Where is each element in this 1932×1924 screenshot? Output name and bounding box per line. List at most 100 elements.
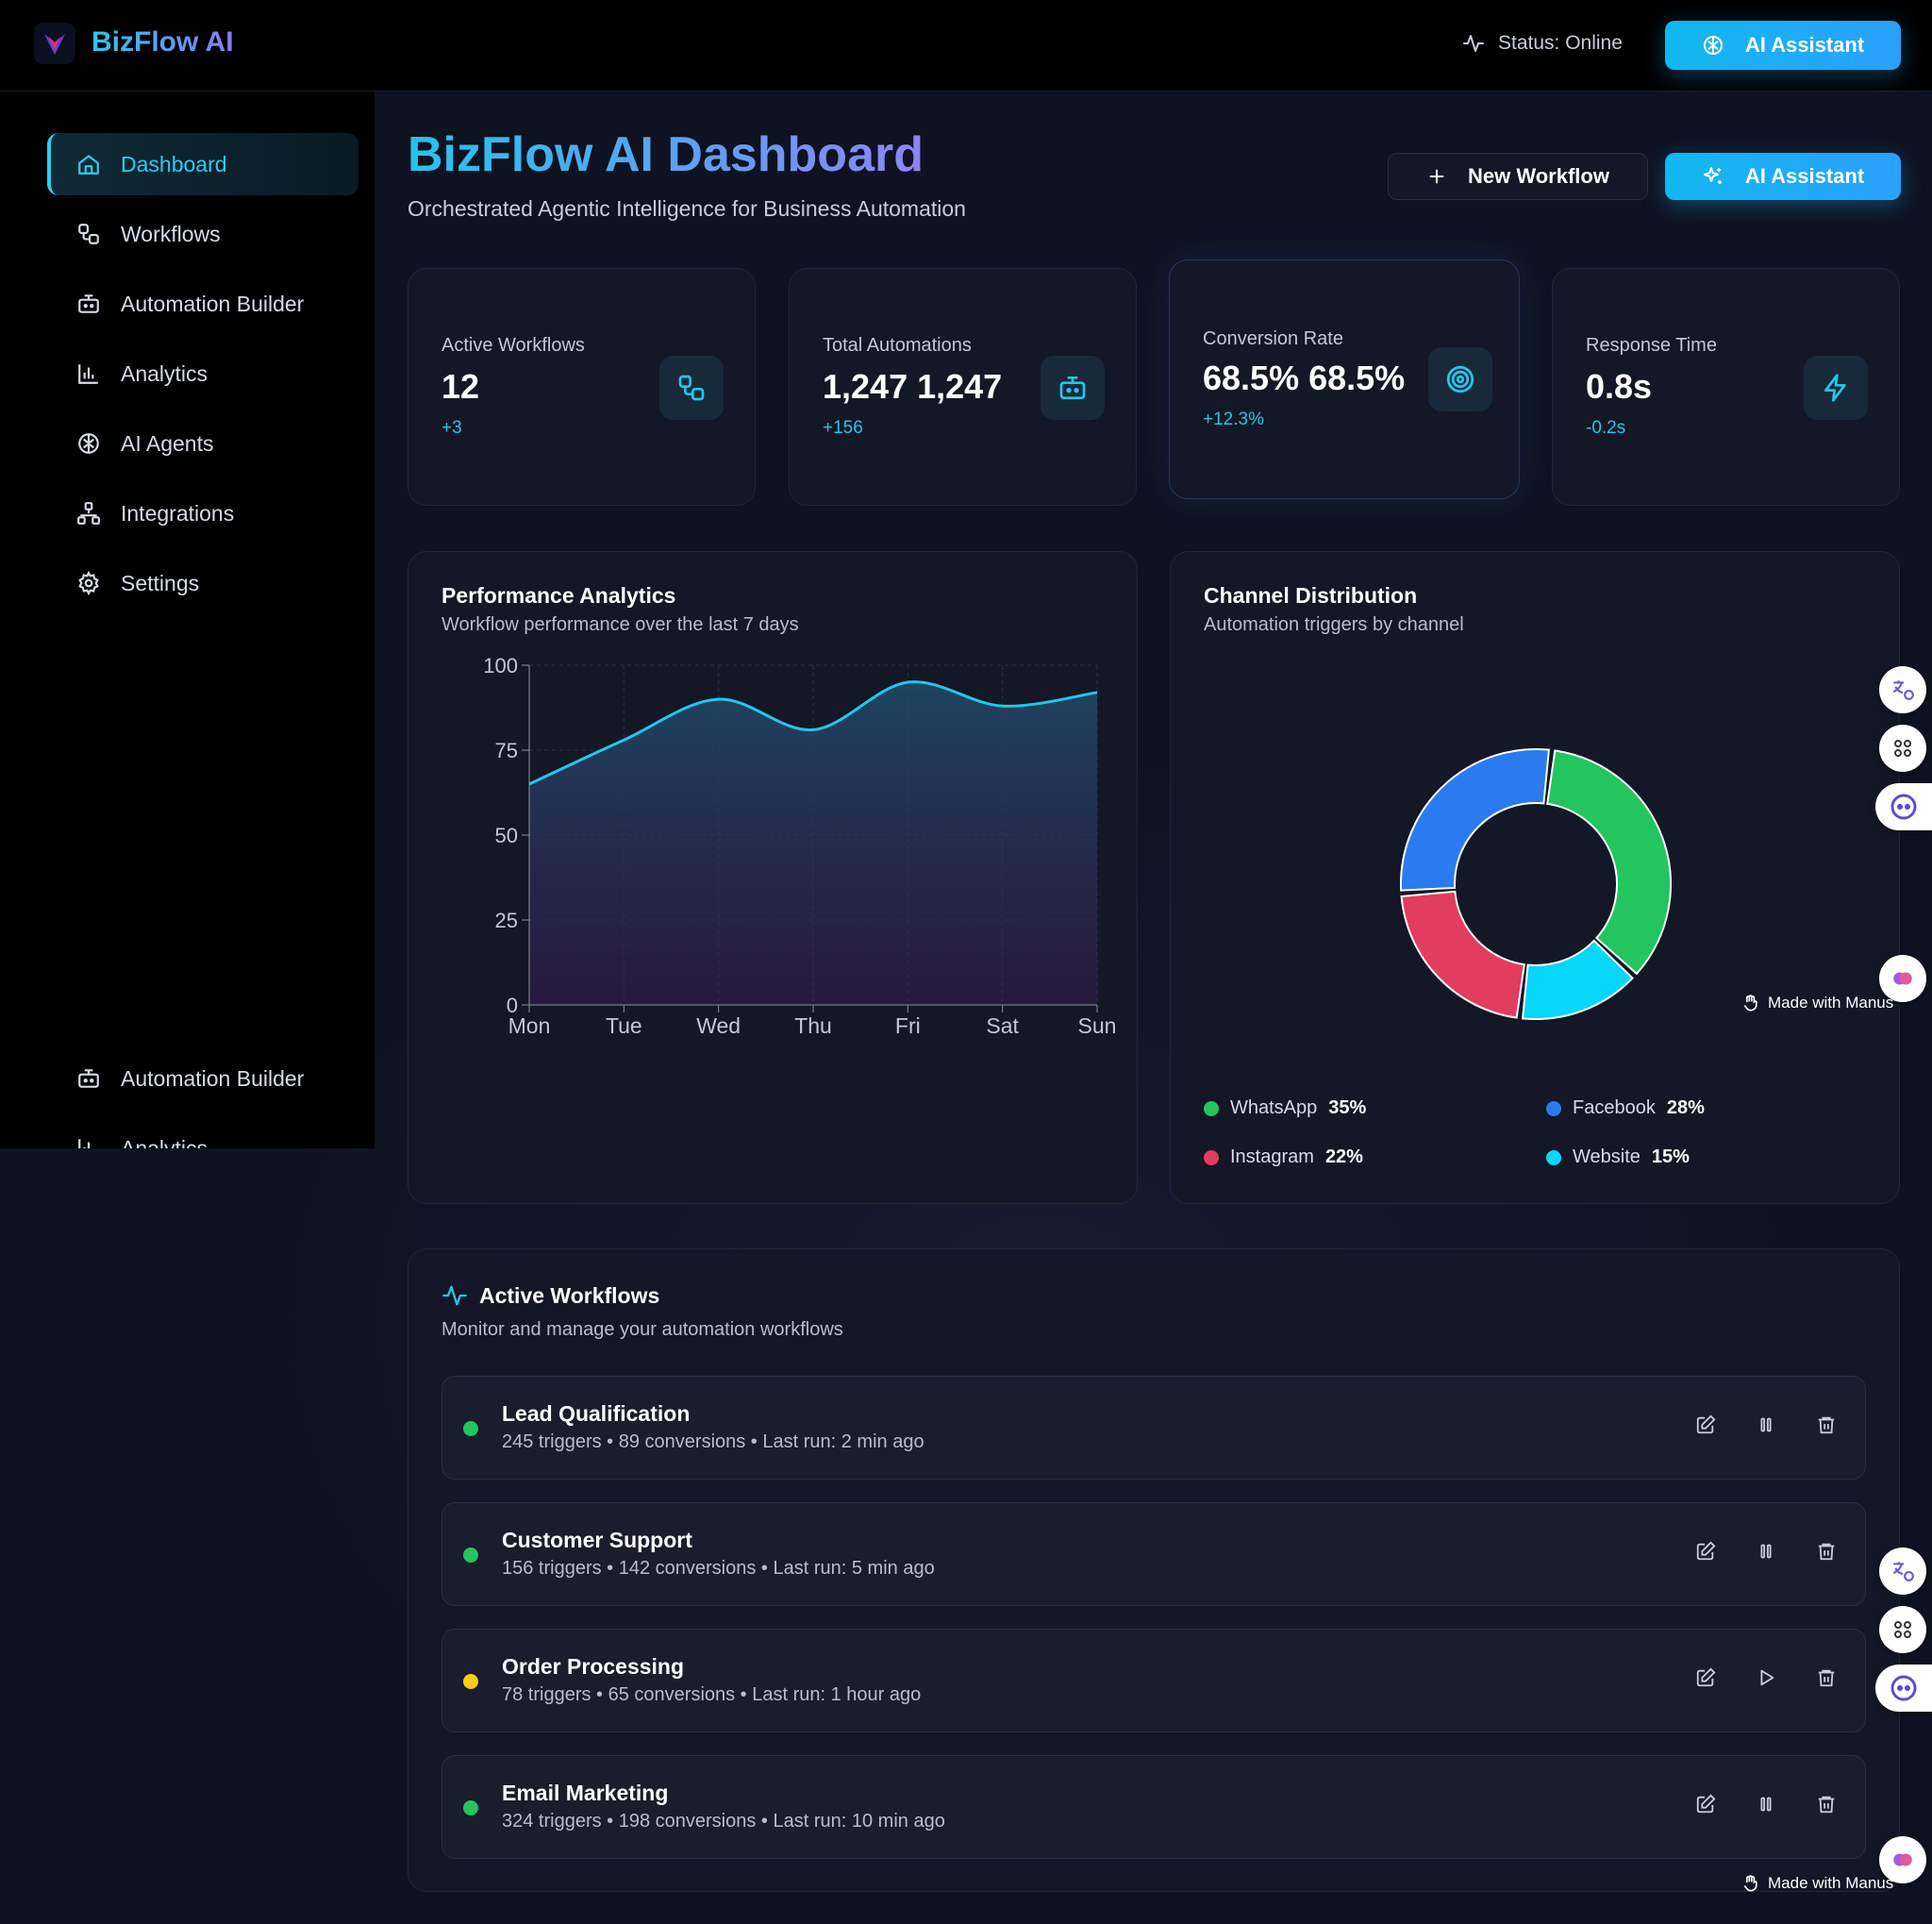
made-with-badge[interactable]: Made with Manus — [1741, 1874, 1893, 1893]
stat-label: Total Automations — [823, 335, 972, 356]
legend-dot — [1204, 1100, 1219, 1116]
assistant-face-icon[interactable] — [1875, 1665, 1932, 1712]
status-dot — [463, 1674, 478, 1689]
stat-value: 68.5% 68.5% — [1203, 359, 1406, 397]
donut-slice-whatsapp[interactable] — [1546, 749, 1672, 976]
legend-item-instagram: Instagram 22% — [1204, 1146, 1363, 1168]
activity-icon — [1463, 35, 1484, 52]
hand-icon — [1743, 1875, 1757, 1892]
stat-delta: +12.3% — [1203, 410, 1264, 429]
translate-icon[interactable] — [1879, 666, 1926, 713]
apps-icon[interactable] — [1879, 1606, 1926, 1653]
status-text: Status: Online — [1498, 32, 1623, 54]
sidebar-item-ai-agents[interactable]: AI Agents — [47, 412, 358, 475]
workflow-row[interactable]: Order Processing 78 triggers • 65 conver… — [441, 1629, 1866, 1732]
x-tick-label: Wed — [696, 1013, 741, 1038]
header-ai-assistant-button[interactable]: AI Assistant — [1665, 153, 1901, 200]
sidebar-item-analytics-bottom[interactable]: Analytics — [47, 1117, 358, 1148]
workflow-row[interactable]: Customer Support 156 triggers • 142 conv… — [441, 1502, 1866, 1606]
sidebar-item-automation-builder[interactable]: Automation Builder — [47, 273, 358, 335]
activity-icon — [442, 1285, 467, 1306]
network-icon — [75, 500, 102, 527]
top-bar: BizFlow AI Status: Online AI Assistant — [0, 0, 1932, 92]
workflow-name: Order Processing — [502, 1654, 685, 1679]
x-tick-label: Sun — [1078, 1013, 1117, 1038]
assistant-face-icon[interactable] — [1875, 783, 1932, 830]
donut-slice-website[interactable] — [1521, 939, 1634, 1020]
edit-icon[interactable] — [1693, 1539, 1718, 1564]
stat-card-active-workflows: Active Workflows 12 +3 — [408, 268, 756, 506]
bar-chart-icon — [75, 1135, 102, 1148]
bot-icon — [75, 1065, 102, 1092]
legend-item-website: Website 15% — [1546, 1146, 1690, 1168]
status-dot — [463, 1800, 478, 1815]
edit-icon[interactable] — [1693, 1413, 1718, 1437]
apps-icon[interactable] — [1879, 725, 1926, 772]
status-dot — [463, 1548, 478, 1563]
performance-area-chart: 0 25 50 75 100 Mon Tue Wed Thu Fri Sat Sun — [483, 656, 1117, 1038]
sidebar-item-analytics[interactable]: Analytics — [47, 343, 358, 405]
lightning-icon — [1804, 356, 1868, 420]
legend-item-whatsapp: WhatsApp 35% — [1204, 1097, 1366, 1119]
performance-analytics-card: Performance Analytics Workflow performan… — [408, 551, 1138, 1204]
trash-icon[interactable] — [1814, 1665, 1839, 1690]
legend-dot — [1546, 1149, 1561, 1165]
channel-donut-chart — [1400, 748, 1672, 1020]
panel-title: Performance Analytics — [441, 583, 676, 608]
logo-icon[interactable] — [34, 23, 75, 64]
x-tick-label: Mon — [508, 1013, 551, 1038]
x-tick-label: Sat — [986, 1013, 1019, 1038]
panel-title: Active Workflows — [441, 1282, 659, 1309]
plus-icon — [1429, 169, 1444, 184]
ai-assistant-button[interactable]: AI Assistant — [1665, 21, 1901, 70]
page-title: BizFlow AI Dashboard — [408, 127, 924, 182]
workflow-icon — [659, 356, 724, 420]
pause-icon[interactable] — [1754, 1792, 1778, 1816]
sidebar-item-settings[interactable]: Settings — [47, 552, 358, 614]
donut-slice-instagram[interactable] — [1400, 890, 1525, 1019]
workflow-icon — [75, 221, 102, 247]
panel-subtitle: Monitor and manage your automation workf… — [441, 1319, 843, 1340]
brain-icon — [1703, 36, 1723, 55]
sidebar-item-dashboard[interactable]: Dashboard — [47, 133, 358, 195]
bar-chart-icon — [75, 360, 102, 387]
trash-icon[interactable] — [1814, 1539, 1839, 1564]
stat-card-response-time: Response Time 0.8s -0.2s — [1552, 268, 1900, 506]
play-icon[interactable] — [1754, 1665, 1778, 1690]
workflow-name: Lead Qualification — [502, 1401, 691, 1426]
brain-icon[interactable] — [1879, 1836, 1926, 1883]
panel-title: Channel Distribution — [1204, 583, 1418, 608]
x-tick-label: Fri — [895, 1013, 921, 1038]
sidebar-item-integrations[interactable]: Integrations — [47, 482, 358, 544]
made-with-badge[interactable]: Made with Manus — [1741, 994, 1893, 1012]
pause-icon[interactable] — [1754, 1413, 1778, 1437]
sparkles-icon — [1703, 167, 1722, 184]
edit-icon[interactable] — [1693, 1792, 1718, 1816]
brain-icon[interactable] — [1879, 955, 1926, 1002]
brand-name[interactable]: BizFlow AI — [92, 26, 234, 58]
edit-icon[interactable] — [1693, 1665, 1718, 1690]
panel-subtitle: Workflow performance over the last 7 day… — [441, 614, 799, 635]
pause-icon[interactable] — [1754, 1539, 1778, 1564]
sidebar-item-workflows[interactable]: Workflows — [47, 203, 358, 265]
stat-delta: +156 — [823, 418, 863, 438]
workflow-row[interactable]: Lead Qualification 245 triggers • 89 con… — [441, 1376, 1866, 1480]
donut-slice-facebook[interactable] — [1400, 748, 1551, 892]
workflow-row[interactable]: Email Marketing 324 triggers • 198 conve… — [441, 1755, 1866, 1859]
stat-delta: +3 — [441, 418, 462, 438]
y-tick-label: 50 — [495, 824, 518, 847]
workflow-name: Email Marketing — [502, 1781, 669, 1805]
gear-icon — [75, 570, 102, 596]
y-tick-label: 75 — [495, 739, 518, 762]
translate-icon[interactable] — [1879, 1548, 1926, 1595]
trash-icon[interactable] — [1814, 1413, 1839, 1437]
new-workflow-button[interactable]: New Workflow — [1388, 153, 1648, 200]
legend-dot — [1204, 1149, 1219, 1165]
channel-distribution-card: Channel Distribution Automation triggers… — [1170, 551, 1900, 1204]
home-icon — [75, 151, 102, 177]
sidebar: Dashboard Workflows Automation Builder A… — [0, 92, 375, 1148]
sidebar-item-automation-builder-bottom[interactable]: Automation Builder — [47, 1047, 358, 1110]
workflow-meta: 245 triggers • 89 conversions • Last run… — [502, 1431, 924, 1452]
trash-icon[interactable] — [1814, 1792, 1839, 1816]
panel-subtitle: Automation triggers by channel — [1204, 614, 1464, 635]
